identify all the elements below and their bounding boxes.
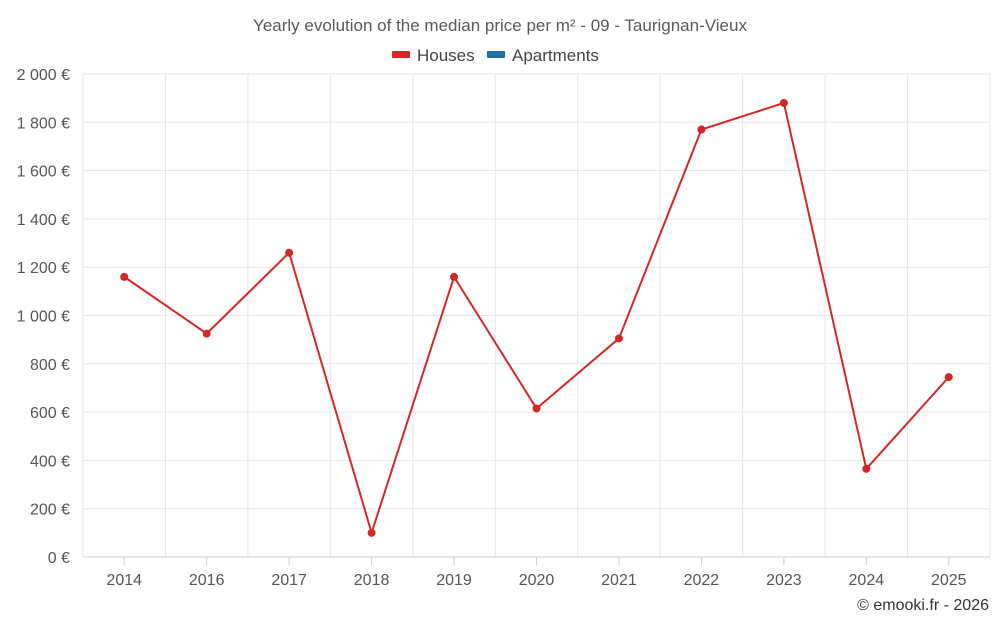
x-tick-label: 2017 <box>271 572 307 589</box>
y-tick-label: 1 600 € <box>17 164 70 181</box>
x-tick-label: 2023 <box>766 572 802 589</box>
data-point-houses[interactable] <box>779 98 788 107</box>
legend-label-apartments: Apartments <box>512 46 599 65</box>
x-tick-label: 2020 <box>519 572 555 589</box>
y-tick-label: 400 € <box>30 453 70 470</box>
grid <box>82 73 991 557</box>
series <box>120 98 953 537</box>
x-tick-label: 2019 <box>436 572 472 589</box>
y-tick-label: 800 € <box>30 357 70 374</box>
axes: 0 € 200 € 400 € 600 € 800 € 1 000 € 1 200 € 1 4… <box>17 67 990 589</box>
data-point-houses[interactable] <box>367 528 376 537</box>
y-tick-label: 0 € <box>48 550 70 567</box>
chart-title: Yearly evolution of the median price per… <box>253 16 747 35</box>
y-tick-label: 1 000 € <box>17 309 70 326</box>
data-point-houses[interactable] <box>697 125 706 134</box>
y-tick-label: 1 400 € <box>17 212 70 229</box>
legend-label-houses: Houses <box>417 46 475 65</box>
data-point-houses[interactable] <box>120 272 129 281</box>
y-tick-label: 600 € <box>30 405 70 422</box>
data-point-houses[interactable] <box>202 329 211 338</box>
y-tick-label: 1 800 € <box>17 115 70 132</box>
legend-swatch-apartments <box>487 51 505 58</box>
credit-text: © emooki.fr - 2026 <box>857 597 989 614</box>
data-point-houses[interactable] <box>285 248 294 257</box>
legend-item-apartments[interactable]: Apartments <box>487 46 599 65</box>
x-tick-label: 2025 <box>931 572 967 589</box>
y-tick-label: 200 € <box>30 502 70 519</box>
x-tick-label: 2024 <box>849 572 885 589</box>
data-point-houses[interactable] <box>532 404 541 413</box>
data-point-houses[interactable] <box>944 373 953 382</box>
data-point-houses[interactable] <box>450 272 459 281</box>
x-tick-label: 2014 <box>106 572 142 589</box>
legend-item-houses[interactable]: Houses <box>392 46 475 65</box>
data-point-houses[interactable] <box>862 464 871 473</box>
y-tick-label: 1 200 € <box>17 260 70 277</box>
x-tick-label: 2016 <box>189 572 225 589</box>
x-tick-label: 2021 <box>601 572 637 589</box>
data-point-houses[interactable] <box>614 334 623 343</box>
x-tick-label: 2022 <box>684 572 720 589</box>
legend-swatch-houses <box>392 51 410 58</box>
y-tick-label: 2 000 € <box>17 67 70 84</box>
legend: Houses Apartments <box>392 46 599 65</box>
x-tick-label: 2018 <box>354 572 390 589</box>
